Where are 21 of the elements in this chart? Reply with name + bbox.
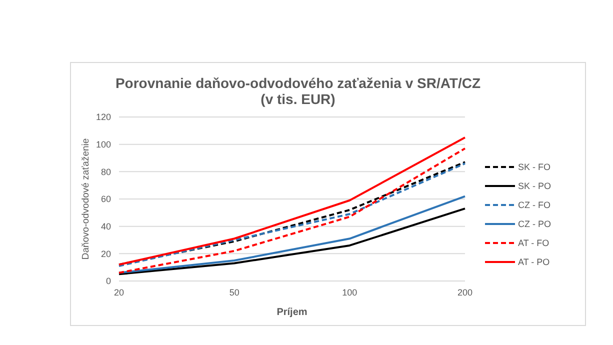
y-tick-label: 20 [100, 248, 111, 259]
y-tick-label: 60 [100, 194, 111, 204]
x-tick-label: 50 [229, 287, 240, 298]
legend-label: SK - PO [518, 181, 551, 191]
legend-label: SK - FO [518, 162, 550, 172]
y-tick-label: 80 [100, 166, 111, 177]
legend-label: CZ - FO [518, 200, 550, 210]
y-tick-label: 100 [96, 140, 111, 150]
legend-label: AT - FO [518, 238, 550, 248]
x-tick-label: 20 [114, 287, 124, 298]
y-tick-label: 40 [100, 222, 111, 232]
y-tick-label: 120 [96, 112, 111, 122]
x-axis-title: Príjem [276, 307, 308, 318]
chart-title: Porovnanie daňovo-odvodového zaťaženia v SR/AT/CZ (v tis. EUR) [114, 75, 482, 107]
legend-label: CZ - PO [518, 219, 551, 229]
y-tick-label: 0 [106, 276, 111, 286]
y-axis-title: Daňovo-odvodové zaťaženie [80, 138, 92, 260]
line-series [118, 208, 466, 276]
x-tick-label: 200 [457, 287, 472, 298]
x-tick-label: 100 [342, 287, 358, 298]
legend-label: AT - PO [518, 257, 550, 267]
